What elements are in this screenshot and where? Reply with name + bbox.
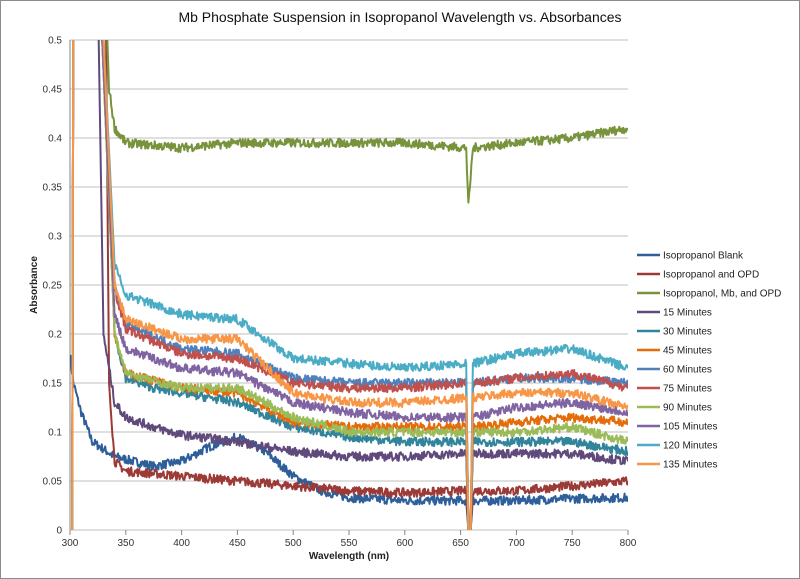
x-tick-label: 700 [508,538,525,549]
series-line [71,40,628,530]
legend-entry: 75 Minutes [663,384,712,395]
series-line [70,354,628,530]
x-tick-label: 650 [452,538,469,549]
x-tick-label: 500 [285,538,302,549]
legend-entry: Isopropanol Blank [663,251,744,262]
x-tick-label: 750 [564,538,581,549]
legend-entry: 45 Minutes [663,346,712,357]
series-line [71,40,628,530]
series-line [71,40,628,530]
x-axis-ticks: 300 350 400 450 500 550 600 650 700 750 800 [62,530,637,549]
y-tick-label: 0.1 [48,428,62,439]
y-tick-label: 0.2 [48,330,62,341]
y-tick-label: 0.25 [43,281,63,292]
series-line [71,40,628,530]
series-line [71,40,628,530]
x-axis-label: Wavelength (nm) [309,551,389,562]
y-tick-label: 0.5 [48,36,62,47]
x-tick-label: 400 [173,538,190,549]
legend-entry: 15 Minutes [663,308,712,319]
y-tick-label: 0 [56,526,62,537]
legend-entry: 30 Minutes [663,327,712,338]
legend-entry: 120 Minutes [663,441,717,452]
y-tick-label: 0.05 [43,477,63,488]
legend-entry: 60 Minutes [663,365,712,376]
y-axis-label: Absorbance [29,256,40,314]
y-axis-ticks: 0 0.05 0.1 0.15 0.2 0.25 0.3 0.35 0.4 0.45 0.5 [43,36,63,537]
x-tick-label: 350 [117,538,134,549]
y-tick-label: 0.3 [48,232,62,243]
legend-entry: Isopropanol, Mb, and OPD [663,289,781,300]
x-tick-label: 550 [341,538,358,549]
series-line [71,40,628,530]
series-line [71,40,628,530]
legend-entry: 90 Minutes [663,403,712,414]
series-line [71,40,628,530]
series-line [71,40,628,530]
x-tick-label: 800 [620,538,637,549]
y-tick-label: 0.4 [48,134,62,145]
legend: Isopropanol Blank Isopropanol and OPD Isop… [637,251,781,471]
series-line [71,40,628,530]
x-tick-label: 300 [62,538,79,549]
x-tick-label: 600 [396,538,413,549]
y-tick-label: 0.45 [43,85,63,96]
chart-title: Mb Phosphate Suspension in Isopropanol W… [178,9,621,25]
series-lines [70,40,628,530]
x-tick-label: 450 [229,538,246,549]
legend-entry: Isopropanol and OPD [663,270,759,281]
legend-entry: 135 Minutes [663,460,717,471]
legend-entry: 105 Minutes [663,422,717,433]
y-tick-label: 0.15 [43,379,63,390]
series-line [71,40,628,530]
y-tick-label: 0.35 [43,183,63,194]
